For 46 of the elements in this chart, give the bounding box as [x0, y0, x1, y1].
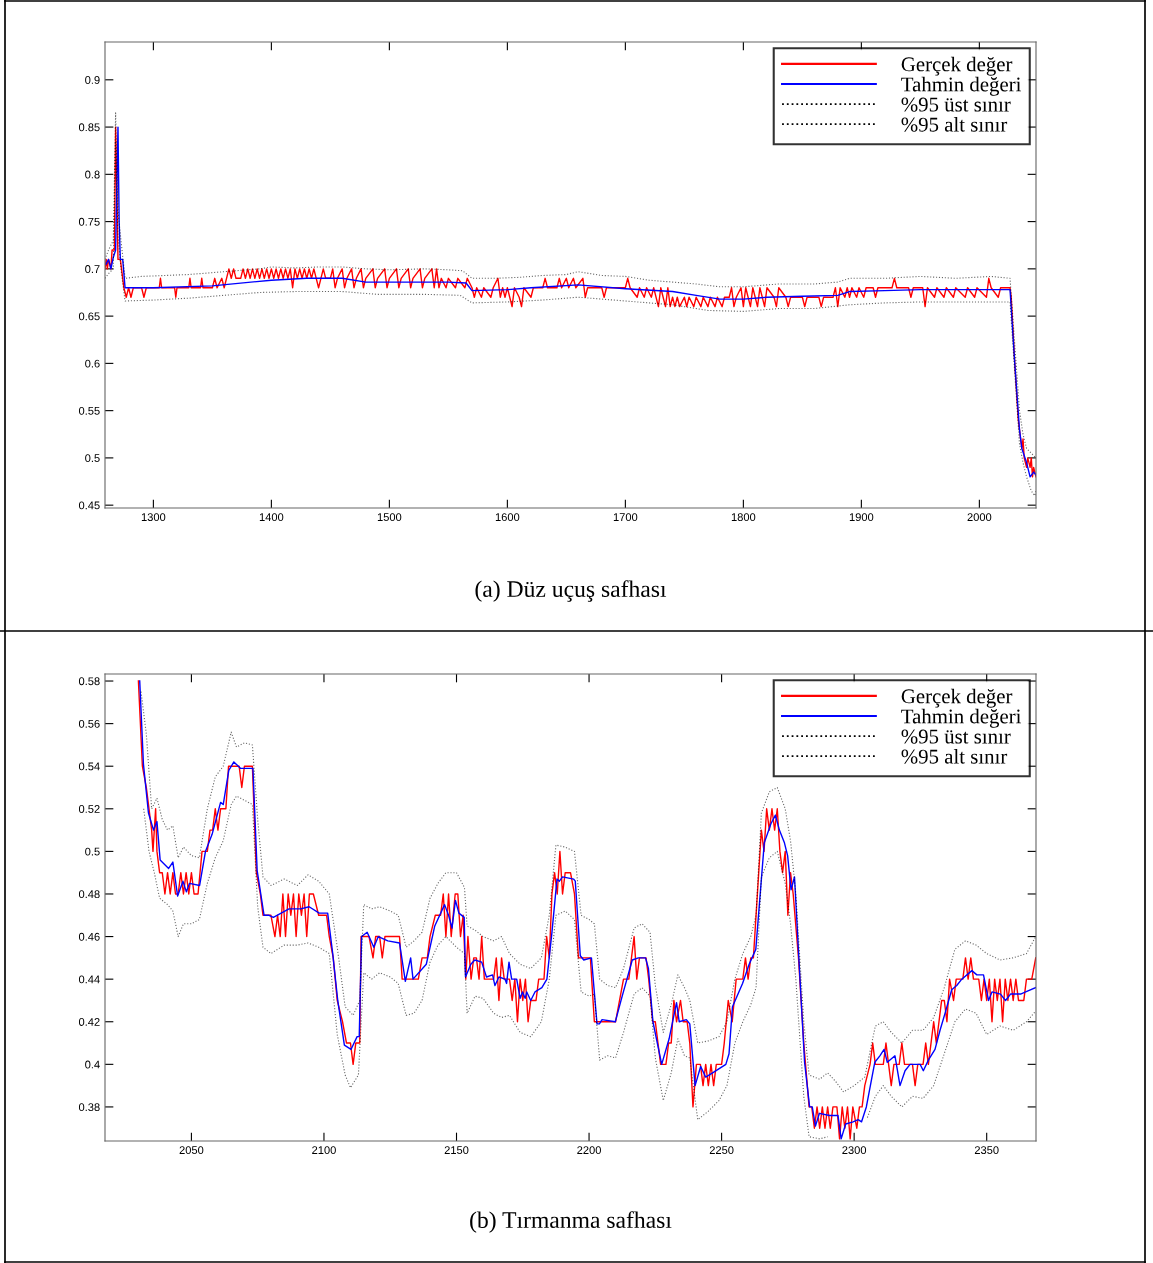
- y-tick-label: 0.85: [78, 123, 100, 132]
- legend-label: %95 üst sınır: [901, 729, 1011, 744]
- text: (a) Düz uçuş safhası: [475, 580, 667, 602]
- y-tick-label: 0.4: [85, 1060, 100, 1069]
- legend-label: %95 alt sınır: [901, 117, 1008, 132]
- y-tick-label: 0.5: [85, 847, 100, 856]
- legend-label: Tahmin değeri: [901, 708, 1022, 728]
- x-tick-label: 2250: [709, 1146, 734, 1155]
- y-tick-label: 0.9: [85, 76, 100, 84]
- x-tick-label: 1800: [731, 513, 756, 522]
- y-tick-label: 0.52: [78, 805, 100, 813]
- x-tick-label: 1400: [259, 513, 284, 522]
- y-tick-label: 0.55: [78, 406, 100, 415]
- x-tick-label: 2350: [974, 1146, 999, 1155]
- legend-label: %95 üst sınır: [901, 97, 1011, 112]
- y-tick-label: 0.8: [85, 170, 100, 179]
- y-tick-label: 0.6: [85, 359, 100, 368]
- y-tick-label: 0.56: [78, 719, 100, 728]
- y-tick-label: 0.58: [78, 677, 100, 686]
- x-tick-label: 2200: [577, 1146, 601, 1155]
- y-tick-label: 0.48: [78, 890, 100, 899]
- x-tick-label: 1500: [377, 513, 402, 522]
- x-tick-label: 2150: [444, 1146, 469, 1155]
- text: (b) Tırmanma safhası: [470, 1211, 672, 1233]
- y-tick-label: 0.7: [85, 265, 100, 273]
- legend-label: Gerçek değer: [901, 688, 1013, 708]
- y-tick-label: 0.5: [85, 454, 100, 463]
- x-tick-label: 2100: [312, 1146, 336, 1155]
- y-tick-label: 0.65: [78, 312, 100, 321]
- legend-label: Tahmin değeri: [901, 76, 1022, 96]
- y-tick-label: 0.54: [78, 762, 100, 771]
- y-tick-label: 0.42: [78, 1018, 100, 1026]
- x-tick-label: 1900: [849, 513, 874, 522]
- y-tick-label: 0.75: [78, 217, 100, 226]
- legend-label: Gerçek değer: [901, 56, 1013, 76]
- y-tick-label: 0.38: [78, 1103, 100, 1112]
- x-tick-label: 2050: [179, 1146, 204, 1155]
- x-tick-label: 1300: [141, 513, 166, 522]
- y-tick-label: 0.46: [78, 932, 100, 941]
- x-tick-label: 1700: [613, 513, 638, 522]
- x-tick-label: 2300: [842, 1146, 867, 1155]
- x-tick-label: 2000: [967, 513, 992, 522]
- x-tick-label: 1600: [495, 513, 520, 522]
- y-tick-label: 0.45: [78, 501, 100, 510]
- legend-label: %95 alt sınır: [901, 749, 1008, 764]
- y-tick-label: 0.44: [78, 975, 100, 984]
